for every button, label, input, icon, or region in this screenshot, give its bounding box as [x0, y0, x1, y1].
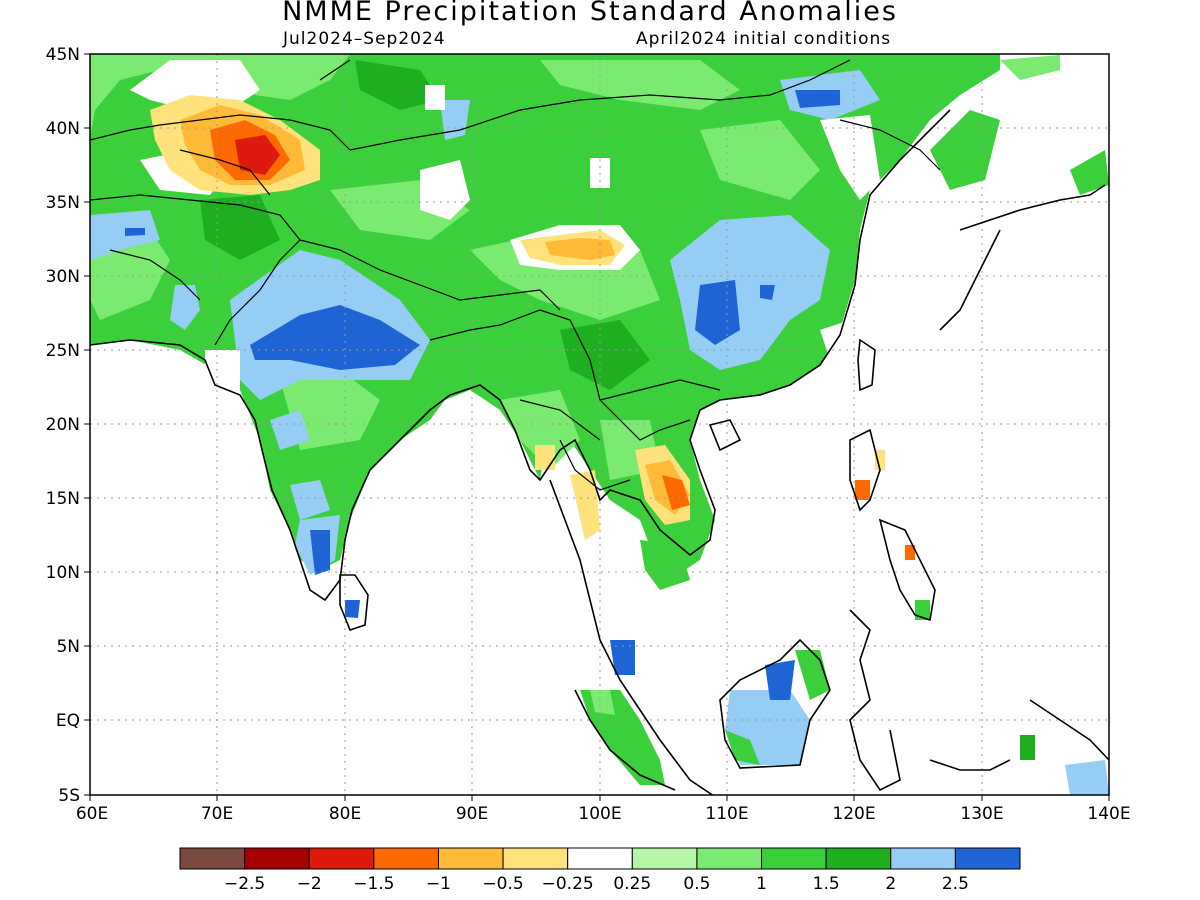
lat-label: 5N: [56, 637, 80, 657]
colorbar-swatch: [761, 847, 827, 870]
latitude-labels: 45N 40N 35N 30N 25N 20N 15N 10N 5N EQ 5S: [46, 45, 80, 806]
lon-label: 140E: [1087, 804, 1130, 824]
lat-label: 35N: [46, 193, 80, 213]
lat-label: 30N: [46, 267, 80, 287]
initial-conditions-label: April2024 initial conditions: [636, 29, 892, 49]
lon-label: 80E: [329, 804, 361, 824]
colorbar-labels: −2.5 −2 −1.5 −1 −0.5 −0.25 0.25 0.5 1 1.5 2 2.5: [224, 874, 969, 894]
colorbar-swatch: [631, 847, 698, 870]
colorbar-label: 2: [885, 874, 896, 894]
colorbar-swatch: [890, 847, 956, 870]
lat-label: 15N: [46, 489, 80, 509]
lon-label: 120E: [832, 804, 875, 824]
colorbar-label: −0.5: [482, 874, 523, 894]
lon-label: 90E: [456, 804, 488, 824]
axis-ticks: [84, 53, 1110, 801]
lat-label: EQ: [56, 711, 80, 731]
lon-label: 110E: [705, 804, 748, 824]
colorbar-label: −2.5: [224, 874, 265, 894]
lat-label: 40N: [46, 119, 80, 139]
lat-label: 10N: [46, 563, 80, 583]
anomaly-field: [90, 54, 1109, 795]
colorbar-label: 1.5: [813, 874, 840, 894]
coastlines: [90, 109, 1109, 795]
longitude-labels: 60E 70E 80E 90E 100E 110E 120E 130E 140E: [76, 804, 1131, 824]
colorbar-label: 0.25: [613, 874, 651, 894]
lat-label: 45N: [46, 45, 80, 65]
country-borders: [90, 59, 941, 491]
colorbar-label: 2.5: [942, 874, 969, 894]
colorbar-label: −2: [297, 874, 322, 894]
colorbar-label: −1: [426, 874, 451, 894]
colorbar-label: −0.25: [542, 874, 594, 894]
lat-label: 25N: [46, 341, 80, 361]
lat-label: 5S: [58, 786, 80, 806]
lon-label: 130E: [960, 804, 1003, 824]
colorbar-swatch: [437, 847, 504, 870]
colorbar-label: 1: [756, 874, 767, 894]
colorbar-swatch: [308, 847, 375, 870]
colorbar-swatch: [502, 847, 569, 870]
colorbar-swatch: [825, 847, 892, 870]
map-title: NMME Precipitation Standard Anomalies: [282, 0, 898, 27]
colorbar: [179, 847, 1021, 870]
lon-label: 100E: [578, 804, 621, 824]
lon-label: 60E: [76, 804, 108, 824]
colorbar-swatch: [373, 847, 439, 870]
colorbar-swatch: [696, 847, 763, 870]
season-label: Jul2024–Sep2024: [283, 29, 446, 49]
map-gridlines: [90, 54, 1109, 795]
lat-label: 20N: [46, 415, 80, 435]
colorbar-swatch: [954, 847, 1021, 870]
colorbar-label: −1.5: [353, 874, 394, 894]
colorbar-swatch: [179, 847, 246, 870]
colorbar-swatch: [567, 847, 633, 870]
colorbar-swatch: [244, 847, 310, 870]
colorbar-label: 0.5: [683, 874, 710, 894]
lon-label: 70E: [201, 804, 233, 824]
